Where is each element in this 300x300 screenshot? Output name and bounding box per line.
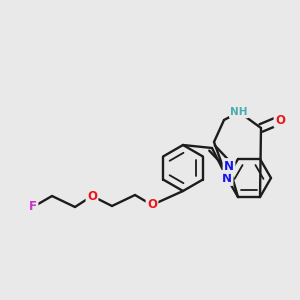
Text: O: O [147, 199, 157, 212]
Text: N: N [222, 172, 232, 184]
Text: NH: NH [230, 107, 248, 117]
Text: F: F [29, 200, 37, 214]
Text: N: N [224, 160, 234, 172]
Text: O: O [275, 113, 285, 127]
Text: O: O [87, 190, 97, 202]
